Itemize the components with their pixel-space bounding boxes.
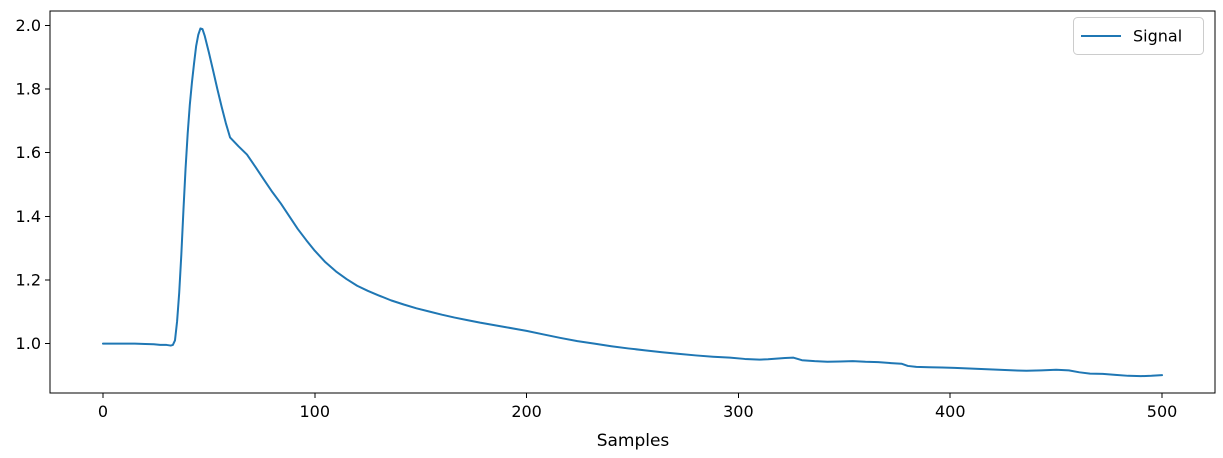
x-tick-label: 200 [511, 402, 542, 421]
signal-line [101, 27, 1164, 378]
x-axis-label: Samples [597, 431, 670, 451]
y-tick-label: 1.8 [16, 79, 41, 98]
x-tick-label: 400 [935, 402, 966, 421]
plot-area-border [49, 10, 1216, 394]
axes-ticks: 0 100 200 300 400 500 1.0 1.2 1.4 1.6 1.8 2.0 [16, 16, 1178, 421]
y-tick-label: 1.4 [16, 207, 41, 226]
legend-box [1073, 17, 1204, 55]
legend-label: Signal [1133, 27, 1182, 46]
legend: Signal [1073, 17, 1204, 55]
y-tick-label: 1.6 [16, 143, 41, 162]
x-tick-label: 100 [299, 402, 330, 421]
x-tick-label: 0 [98, 402, 108, 421]
x-tick-label: 500 [1147, 402, 1178, 421]
x-tick-label: 300 [723, 402, 754, 421]
y-tick-label: 2.0 [16, 16, 41, 35]
y-tick-label: 1.2 [16, 270, 41, 289]
y-tick-label: 1.0 [16, 334, 41, 353]
